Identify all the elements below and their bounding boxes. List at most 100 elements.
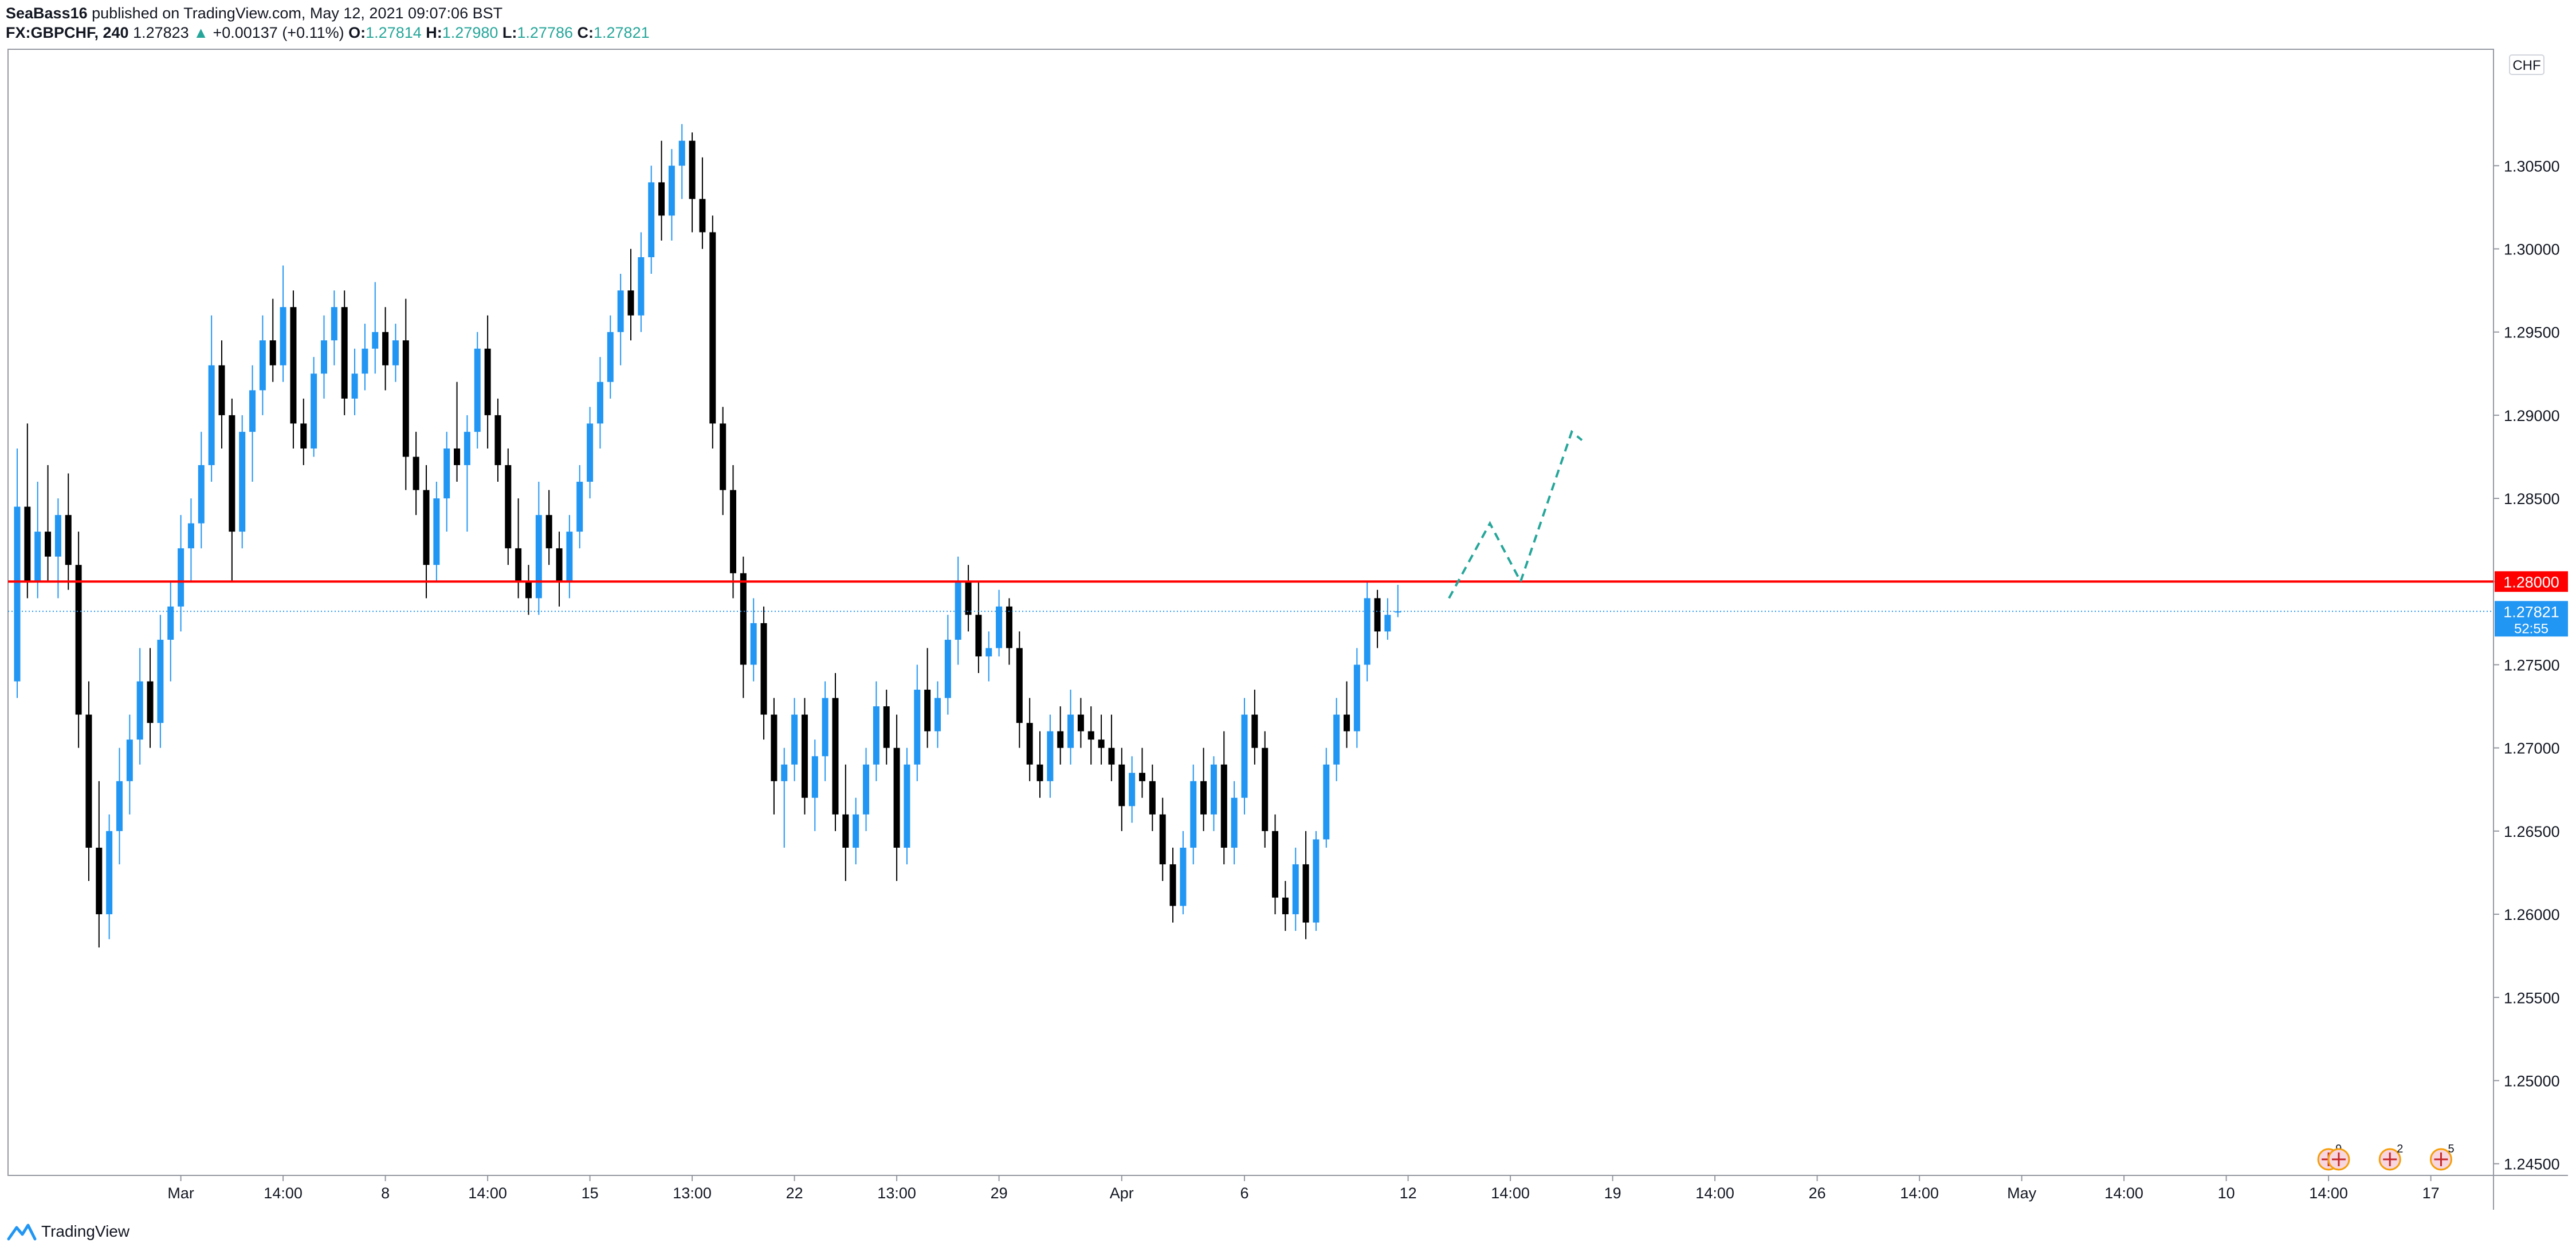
y-tick-label: 1.25000 xyxy=(2504,1072,2560,1089)
x-tick-label: 6 xyxy=(1240,1185,1248,1202)
x-tick-label: Mar xyxy=(167,1185,194,1202)
x-tick-label: 14:00 xyxy=(1695,1185,1734,1202)
candle-body xyxy=(1231,797,1238,848)
candle-body xyxy=(1169,864,1176,906)
candle-body xyxy=(321,340,327,374)
candle-body xyxy=(944,639,951,698)
candle-body xyxy=(187,523,194,549)
candle-body xyxy=(362,348,368,374)
candle-body xyxy=(229,415,235,532)
candle-body xyxy=(1302,864,1309,923)
candle-body xyxy=(157,639,164,723)
candle-body xyxy=(801,714,808,798)
candle-body xyxy=(1333,714,1340,765)
tradingview-brand[interactable]: TradingView xyxy=(41,1222,130,1240)
candle-body xyxy=(648,182,655,257)
candle-body xyxy=(198,465,205,524)
candle-body xyxy=(249,390,256,432)
candle-body xyxy=(1241,714,1248,798)
candle-body xyxy=(996,606,1003,648)
y-tick-label: 1.28500 xyxy=(2504,490,2560,508)
candle-body xyxy=(985,648,992,656)
candle-body xyxy=(116,781,123,831)
change-text: +0.00137 (+0.11%) xyxy=(213,24,344,41)
chart-frame xyxy=(7,49,2494,1176)
candle-body xyxy=(556,548,563,582)
candle-body xyxy=(24,506,31,582)
x-tick-label: 8 xyxy=(381,1185,390,1202)
candle-body xyxy=(750,623,757,665)
publish-info: SeaBass16 published on TradingView.com, … xyxy=(6,3,502,23)
open-value: 1.27814 xyxy=(366,24,422,41)
candle-body xyxy=(535,515,542,599)
candle-body xyxy=(740,573,747,665)
author-name[interactable]: SeaBass16 xyxy=(6,5,88,22)
candle-body xyxy=(136,681,143,740)
candle-body xyxy=(832,698,839,815)
currency-badge[interactable] xyxy=(2509,54,2544,75)
y-tick-label: 1.26000 xyxy=(2504,906,2560,923)
x-tick-label: 15 xyxy=(582,1185,599,1202)
y-tick-label: 1.29500 xyxy=(2504,324,2560,341)
candle-body xyxy=(1220,764,1227,848)
candle-body xyxy=(893,748,900,848)
candle-body xyxy=(331,307,337,341)
candle-body xyxy=(525,581,532,599)
low-value: 1.27786 xyxy=(517,24,573,41)
x-tick-label: 13:00 xyxy=(877,1185,916,1202)
y-tick-label: 1.30500 xyxy=(2504,158,2560,175)
candle-body xyxy=(96,847,103,915)
low-label: L: xyxy=(502,24,517,41)
candle-body xyxy=(300,423,307,449)
candle-body xyxy=(433,498,440,565)
candle-body xyxy=(853,814,859,848)
candle-body xyxy=(1108,748,1115,765)
last-price-label-bg xyxy=(2495,601,2568,637)
candle-body xyxy=(873,706,879,765)
close-label: C: xyxy=(577,24,594,41)
last-price-label: 1.27821 xyxy=(2503,603,2559,620)
resistance-price-label: 1.28000 xyxy=(2503,573,2559,591)
x-tick-label: 14:00 xyxy=(1491,1185,1530,1202)
candle-body xyxy=(955,581,961,640)
candle-body xyxy=(1077,714,1084,731)
candle-body xyxy=(924,690,931,731)
open-label: O: xyxy=(348,24,366,41)
x-tick-label: 22 xyxy=(786,1185,803,1202)
candle-body xyxy=(781,764,788,781)
candle-body xyxy=(678,140,685,166)
candle-body xyxy=(1087,731,1094,740)
candle-body xyxy=(1006,606,1012,648)
tradingview-logo-icon[interactable] xyxy=(7,1222,37,1241)
candle-body xyxy=(1057,731,1064,748)
symbol-interval[interactable]: FX:GBPCHF, 240 xyxy=(6,24,129,41)
candle-body xyxy=(883,706,890,748)
candle-body xyxy=(382,332,389,365)
projection-path[interactable] xyxy=(1448,430,1583,599)
candle-body xyxy=(689,140,696,199)
x-tick-label: 14:00 xyxy=(1900,1185,1939,1202)
candle-body xyxy=(259,340,266,391)
candle-body xyxy=(1395,611,1401,613)
resistance-price-label-bg xyxy=(2495,571,2568,592)
candle-body xyxy=(239,431,246,532)
candle-body xyxy=(474,348,481,432)
candle-body xyxy=(1067,714,1074,748)
candle-body xyxy=(1282,898,1289,915)
candle-body xyxy=(443,448,450,499)
y-tick-label: 1.30000 xyxy=(2504,241,2560,258)
candle-body xyxy=(1210,764,1217,815)
candle-body xyxy=(607,332,614,382)
x-tick-label: 14:00 xyxy=(2309,1185,2348,1202)
x-tick-label: 12 xyxy=(1400,1185,1417,1202)
candle-body xyxy=(904,764,910,848)
candle-body xyxy=(1180,847,1187,906)
x-tick-label: Apr xyxy=(1110,1185,1134,1202)
candle-body xyxy=(1098,739,1105,748)
candle-body xyxy=(811,756,818,798)
x-tick-label: 14:00 xyxy=(2104,1185,2143,1202)
candle-body xyxy=(45,532,52,557)
candle-body xyxy=(1200,781,1207,815)
y-tick-label: 1.27000 xyxy=(2504,740,2560,757)
